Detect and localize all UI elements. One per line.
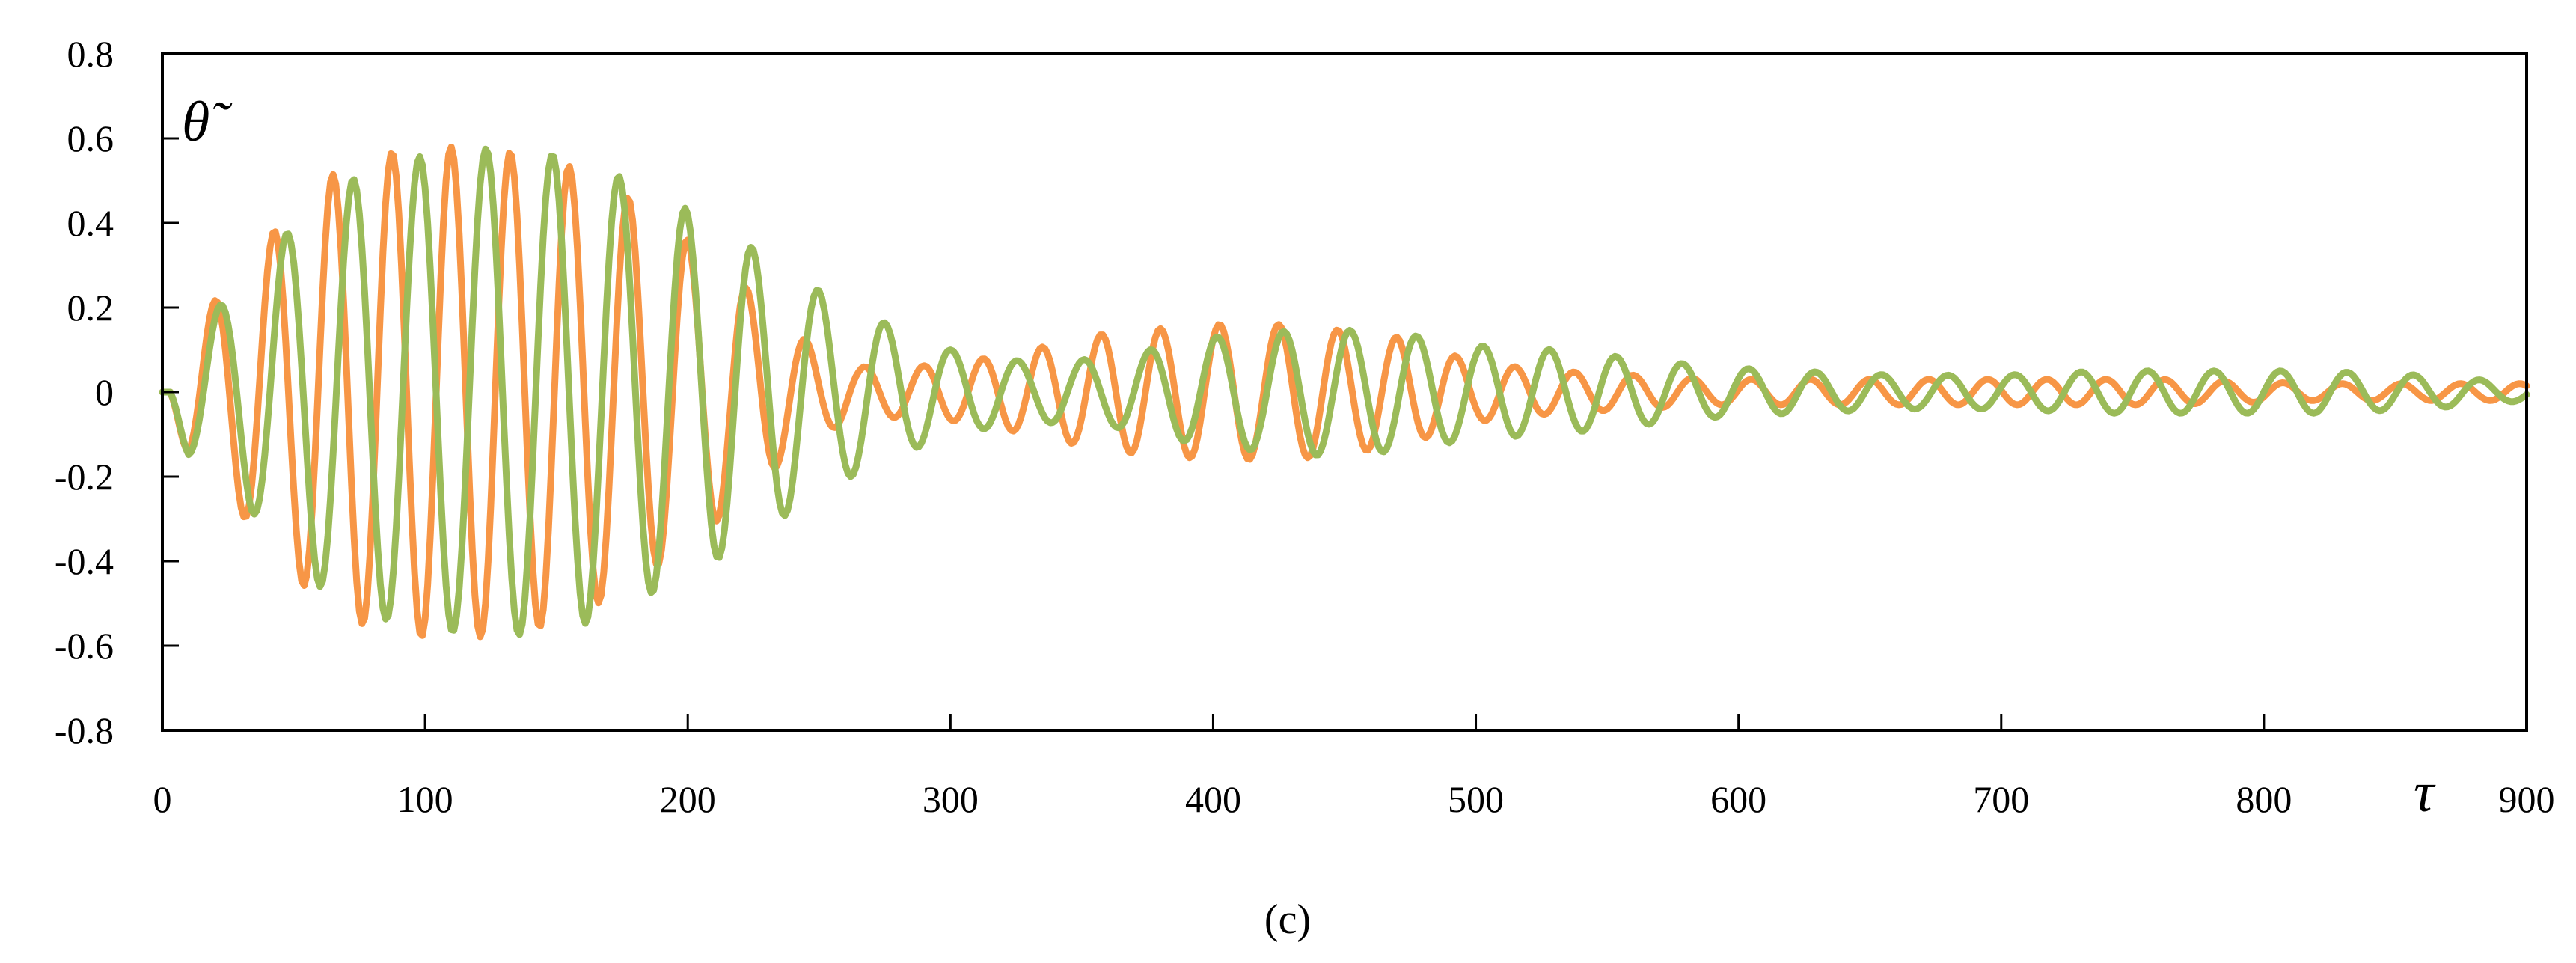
x-tick-label: 200	[660, 778, 716, 820]
y-axis-label: θ̃	[182, 91, 233, 153]
y-tick-label: 0.2	[67, 287, 114, 328]
series-layer	[159, 144, 2530, 641]
y-tick-label: -0.4	[55, 540, 114, 582]
y-tick-label: -0.2	[55, 456, 114, 498]
x-tick-label: 600	[1710, 778, 1766, 820]
x-axis-label: τ	[2414, 761, 2436, 824]
x-tick-label: 500	[1448, 778, 1504, 820]
y-tick-label: 0.6	[67, 117, 114, 159]
y-tick-label: -0.6	[55, 625, 114, 667]
x-tick-label: 0	[153, 778, 172, 820]
series-line-1	[159, 144, 2530, 641]
x-tick-label: 900	[2499, 778, 2555, 820]
labels-layer: 0 100 200 300 400 500 600 700 800 900 0.8 0.6 0.4 0.2…	[55, 33, 2555, 820]
x-tick-label: 800	[2236, 778, 2292, 820]
figure-caption: (c)	[1264, 896, 1311, 943]
x-tick-label: 300	[923, 778, 979, 820]
y-tick-label: -0.8	[55, 709, 114, 751]
y-tick-label: 0.4	[67, 202, 114, 244]
y-tick-label: 0.8	[67, 33, 114, 75]
series-line-2	[159, 145, 2530, 638]
x-tick-label: 100	[397, 778, 453, 820]
y-tick-label: 0	[95, 371, 114, 413]
x-tick-label: 700	[1973, 778, 2029, 820]
ticks-layer	[161, 52, 2528, 732]
x-tick-label: 400	[1185, 778, 1241, 820]
